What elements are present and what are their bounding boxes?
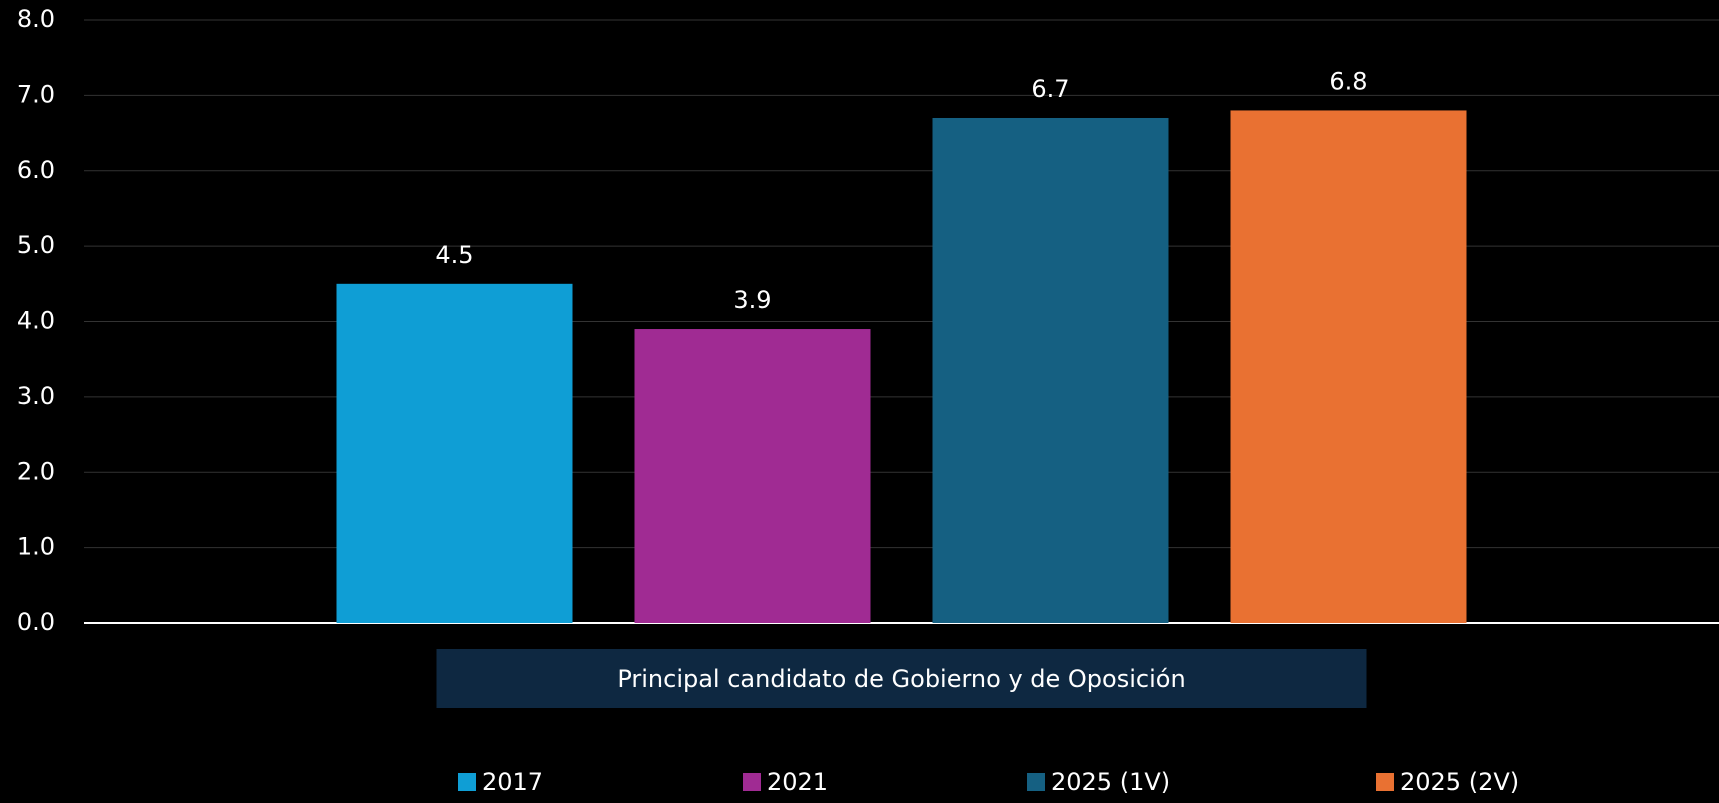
legend-label: 2025 (1V) [1051,768,1170,796]
legend-swatch [1027,773,1045,791]
bar [634,329,871,623]
y-tick-label: 7.0 [17,80,55,108]
bar [932,117,1169,624]
y-tick-label: 5.0 [17,231,55,259]
y-tick-label: 4.0 [17,307,55,335]
legend-swatch [743,773,761,791]
legend-swatch [1376,773,1394,791]
data-label: 4.5 [435,241,473,269]
data-label: 6.7 [1031,75,1069,103]
data-label: 6.8 [1329,67,1367,95]
y-tick-label: 1.0 [17,533,55,561]
legend-label: 2021 [767,768,828,796]
category-box [436,649,1367,708]
x-tick-label: Principal candidato de Gobierno y de Opo… [617,665,1185,693]
y-tick-label: 2.0 [17,457,55,485]
data-label: 3.9 [733,286,771,314]
bar [336,283,573,623]
legend-swatch [458,773,476,791]
bar [1230,110,1467,623]
y-tick-label: 3.0 [17,382,55,410]
y-tick-label: 8.0 [17,5,55,33]
legend-label: 2017 [482,768,543,796]
y-tick-label: 6.0 [17,156,55,184]
y-tick-label: 0.0 [17,608,55,636]
legend-label: 2025 (2V) [1400,768,1519,796]
